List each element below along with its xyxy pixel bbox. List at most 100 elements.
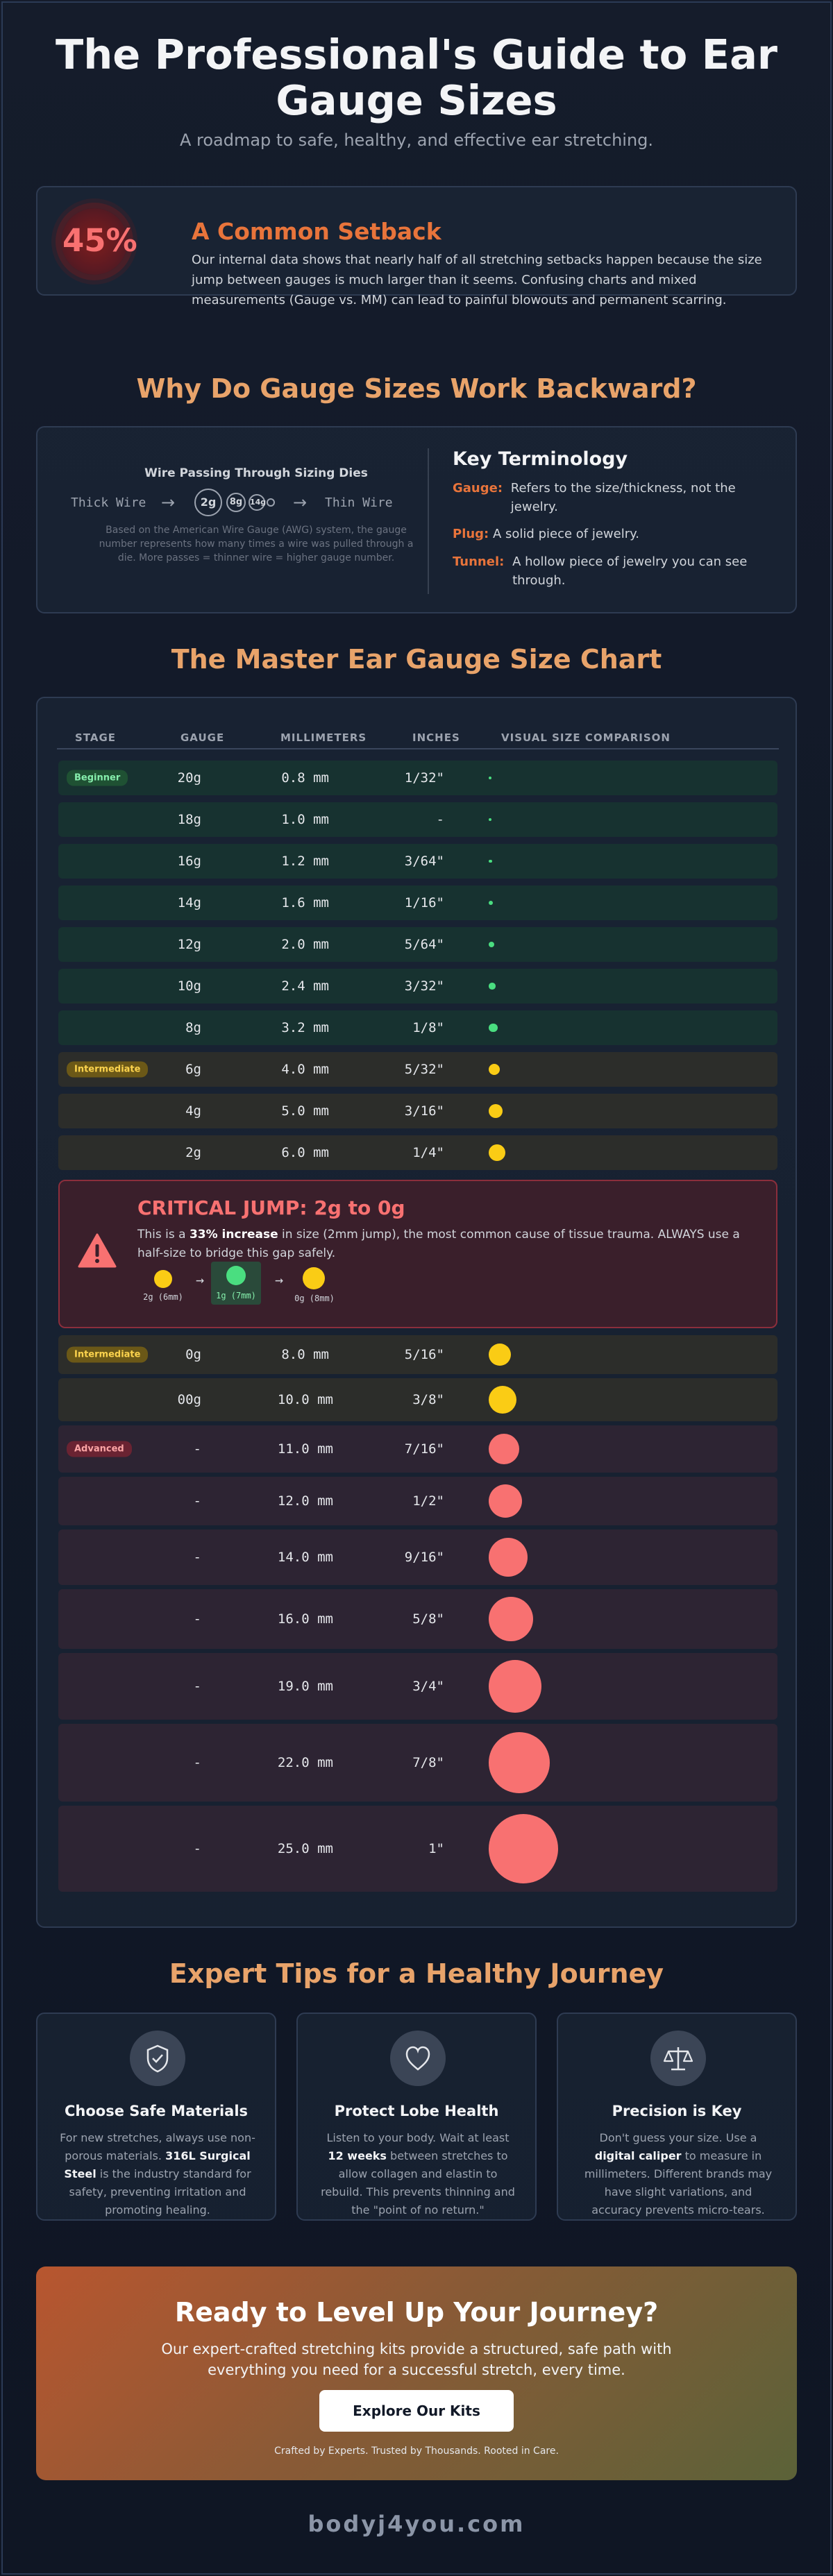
- gauge-cell: 2g: [185, 1145, 201, 1160]
- gauge-cell: -: [193, 1441, 201, 1457]
- mm-cell: 2.4 mm: [281, 978, 329, 994]
- tip-card-lobe-health: Protect Lobe Health Listen to your body.…: [296, 2012, 537, 2221]
- mm-cell: 4.0 mm: [281, 1062, 329, 1077]
- dies-title: Wire Passing Through Sizing Dies: [144, 466, 368, 480]
- gauge-cell: 20g: [177, 770, 201, 786]
- inch-cell: 7/16": [404, 1441, 444, 1457]
- mm-cell: 0.8 mm: [281, 770, 329, 786]
- footer-site[interactable]: bodyj4you.com: [308, 2511, 525, 2537]
- size-dot: [489, 859, 492, 863]
- size-dot: [489, 1660, 541, 1713]
- table-row: 14g 1.6 mm 1/16": [58, 886, 777, 920]
- size-dot: [489, 900, 494, 906]
- shield-check-icon: [130, 2031, 185, 2086]
- half-size-step: 1g (7mm): [211, 1262, 261, 1305]
- inch-cell: 5/32": [404, 1062, 444, 1077]
- mm-cell: 14.0 mm: [277, 1550, 333, 1565]
- size-dot: [489, 818, 491, 821]
- inch-cell: 5/16": [404, 1347, 444, 1362]
- warning-icon: [78, 1233, 117, 1268]
- table-row: 16g 1.2 mm 3/64": [58, 844, 777, 879]
- inch-cell: 1/4": [412, 1145, 444, 1160]
- tip-card-precision: Precision is Key Don't guess your size. …: [557, 2012, 797, 2221]
- size-dot: [489, 1064, 500, 1075]
- mm-cell: 11.0 mm: [277, 1441, 333, 1457]
- setback-title: A Common Setback: [192, 218, 441, 245]
- gauge-cell: 16g: [177, 854, 201, 869]
- explore-kits-button[interactable]: Explore Our Kits: [319, 2390, 514, 2432]
- inch-cell: 9/16": [404, 1550, 444, 1565]
- tips-heading: Expert Tips for a Healthy Journey: [169, 1958, 664, 1989]
- col-inches: INCHES: [412, 731, 460, 744]
- chart-heading: The Master Ear Gauge Size Chart: [171, 644, 662, 675]
- mm-cell: 3.2 mm: [281, 1020, 329, 1035]
- percent-ring: [61, 208, 128, 275]
- size-dot: [489, 1144, 505, 1161]
- inch-cell: -: [436, 812, 444, 827]
- mm-cell: 8.0 mm: [281, 1347, 329, 1362]
- col-millimeters: MILLIMETERS: [280, 731, 367, 744]
- tip-text: For new stretches, always use non-porous…: [60, 2131, 255, 2217]
- stage-badge: Beginner: [67, 770, 128, 786]
- term-label: Tunnel:: [453, 554, 505, 569]
- gauge-cell: 12g: [177, 937, 201, 952]
- arrow-icon: →: [275, 1271, 284, 1288]
- table-row: - 16.0 mm 5/8": [58, 1589, 777, 1649]
- table-row: - 22.0 mm 7/8": [58, 1724, 777, 1802]
- term-label: Plug:: [453, 527, 489, 541]
- table-row: - 12.0 mm 1/2": [58, 1477, 777, 1525]
- table-row: 18g 1.0 mm -: [58, 802, 777, 837]
- size-dot: [489, 1023, 498, 1033]
- size-dot: [489, 1386, 516, 1414]
- mm-cell: 6.0 mm: [281, 1145, 329, 1160]
- mm-cell: 1.0 mm: [281, 812, 329, 827]
- step-1g-dot: [226, 1266, 246, 1285]
- table-row: Advanced - 11.0 mm 7/16": [58, 1425, 777, 1473]
- cta-title: Ready to Level Up Your Journey?: [174, 2297, 659, 2328]
- mm-cell: 5.0 mm: [281, 1103, 329, 1119]
- inch-cell: 5/64": [404, 937, 444, 952]
- mm-cell: 2.0 mm: [281, 937, 329, 952]
- size-dot: [489, 1104, 503, 1118]
- gauge-cell: -: [193, 1679, 201, 1694]
- gauge-cell: 0g: [185, 1347, 201, 1362]
- cta-tagline: Crafted by Experts. Trusted by Thousands…: [274, 2446, 559, 2457]
- arrow-icon: →: [293, 493, 308, 512]
- stage-badge: Intermediate: [67, 1061, 149, 1078]
- cta-banner: Ready to Level Up Your Journey? Our expe…: [36, 2266, 797, 2480]
- table-row: Intermediate 0g 8.0 mm 5/16": [58, 1335, 777, 1374]
- heart-icon: [390, 2031, 446, 2086]
- page-subtitle: A roadmap to safe, healthy, and effectiv…: [179, 130, 654, 150]
- step-2g-label: 2g (6mm): [143, 1292, 183, 1302]
- stage-badge: Advanced: [67, 1441, 132, 1457]
- inch-cell: 3/8": [412, 1392, 444, 1407]
- setback-card: 45% A Common Setback Our internal data s…: [36, 186, 797, 307]
- table-row: 4g 5.0 mm 3/16": [58, 1094, 777, 1128]
- gauge-cell: -: [193, 1550, 201, 1565]
- gauge-size-chart: STAGE GAUGE MILLIMETERS INCHES VISUAL SI…: [36, 697, 797, 1928]
- die-8g: 8g: [226, 493, 246, 512]
- chart-header: STAGE GAUGE MILLIMETERS INCHES VISUAL SI…: [57, 729, 779, 749]
- mm-cell: 12.0 mm: [277, 1493, 333, 1509]
- gauge-cell: 10g: [177, 978, 201, 994]
- table-row: 2g 6.0 mm 1/4": [58, 1135, 777, 1170]
- gauge-cell: 6g: [185, 1062, 201, 1077]
- inch-cell: 3/64": [404, 854, 444, 869]
- scale-icon: [650, 2031, 706, 2086]
- mm-cell: 19.0 mm: [277, 1679, 333, 1694]
- size-dot: [489, 1434, 519, 1464]
- table-row: - 19.0 mm 3/4": [58, 1653, 777, 1720]
- mm-cell: 1.2 mm: [281, 854, 329, 869]
- arrow-icon: →: [196, 1271, 205, 1288]
- size-dot: [489, 777, 491, 779]
- terminology-card: Wire Passing Through Sizing Dies Thick W…: [36, 426, 797, 613]
- inch-cell: 1": [428, 1841, 444, 1856]
- setback-text: Our internal data shows that nearly half…: [192, 253, 762, 307]
- gauge-cell: 4g: [185, 1103, 201, 1119]
- gauge-cell: -: [193, 1611, 201, 1627]
- table-row: 10g 2.4 mm 3/32": [58, 969, 777, 1003]
- critical-title: CRITICAL JUMP: 2g to 0g: [137, 1196, 405, 1219]
- critical-text: This is a 33% increase in size (2mm jump…: [137, 1228, 740, 1260]
- page-title: The Professional's Guide to Ear Gauge Si…: [55, 31, 778, 124]
